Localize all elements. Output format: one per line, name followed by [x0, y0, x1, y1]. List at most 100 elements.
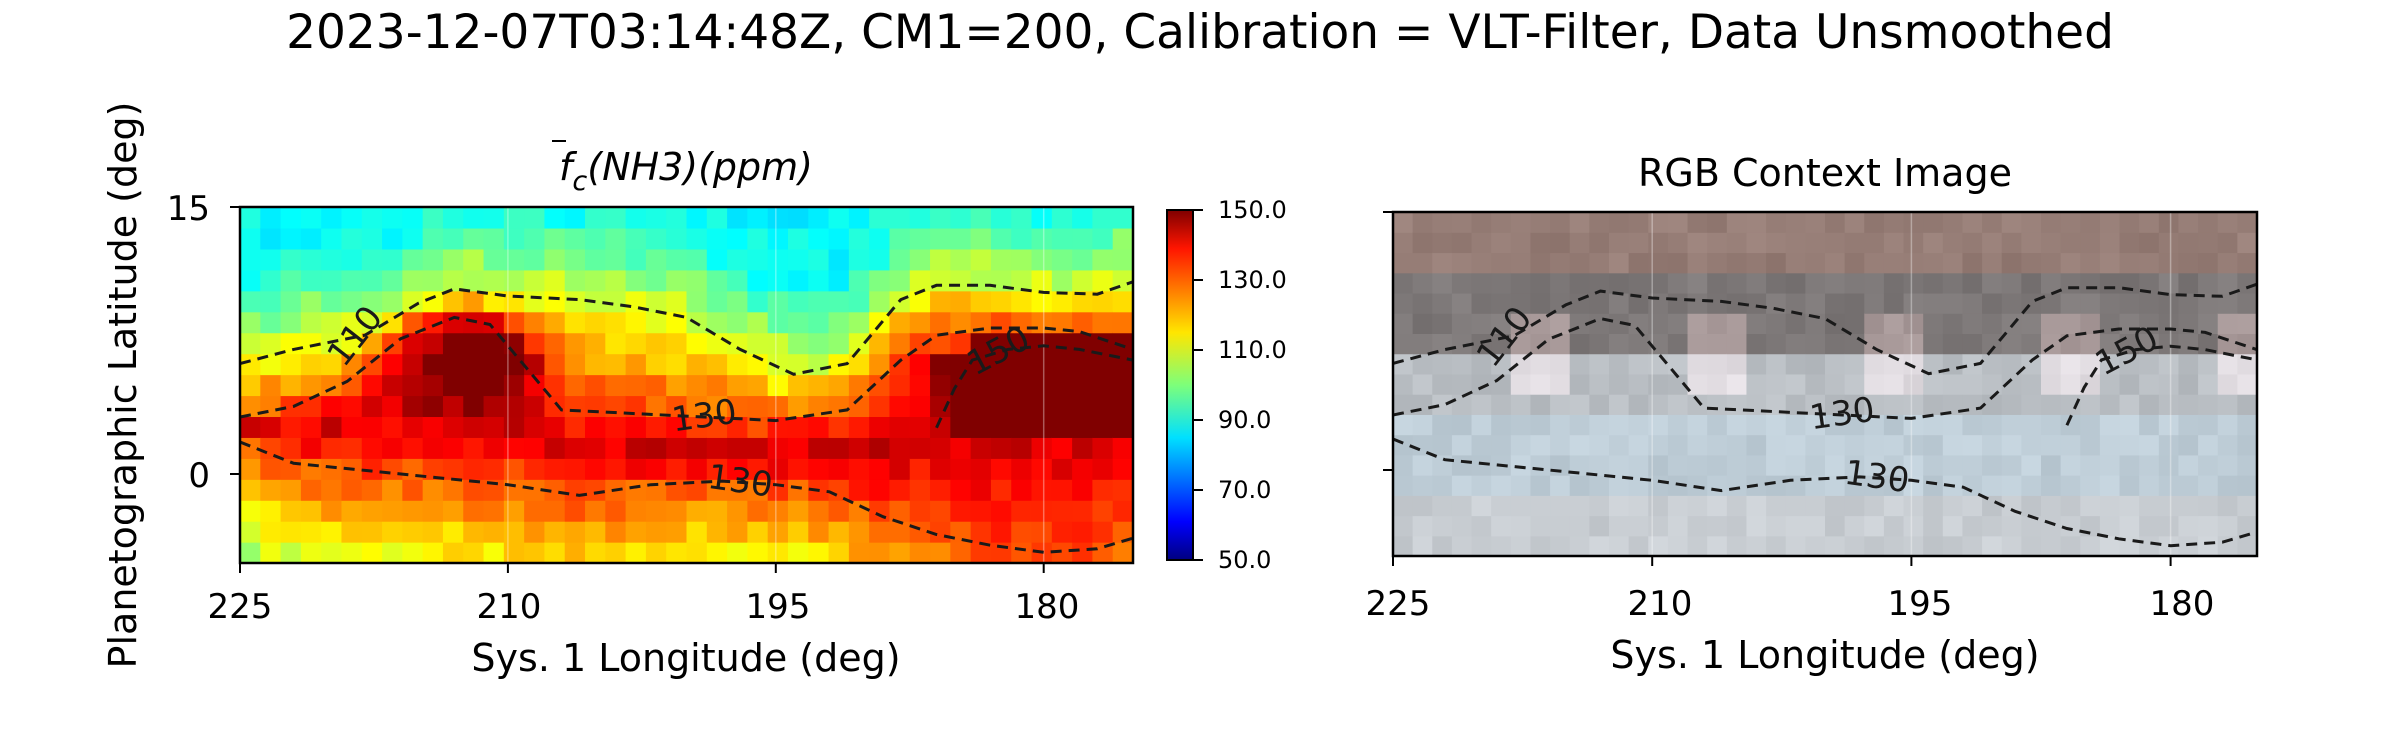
heatmap-cell — [686, 227, 708, 250]
heatmap-cell — [1112, 227, 1133, 250]
rgb-image-cell — [1962, 292, 1983, 314]
rgb-image-cell — [1628, 373, 1649, 395]
rgb-image-cell — [1393, 333, 1414, 355]
heatmap-cell — [605, 416, 627, 438]
rgb-image-cell — [1530, 252, 1551, 274]
rgb-image-cell — [1825, 353, 1846, 375]
rgb-image-cell — [2060, 475, 2081, 496]
heatmap-cell — [808, 416, 830, 438]
heatmap-cell — [930, 332, 951, 355]
rgb-image-cell — [1609, 212, 1630, 233]
heatmap-cell — [848, 332, 870, 355]
rgb-image-cell — [1510, 535, 1532, 556]
rgb-image-cell — [2060, 212, 2081, 233]
heatmap-cell — [503, 479, 525, 501]
heatmap-cell — [1112, 290, 1133, 313]
heatmap-cell — [605, 207, 627, 229]
heatmap-cell — [706, 437, 728, 459]
rgb-image-cell — [1942, 434, 1964, 456]
heatmap-cell — [909, 395, 931, 418]
rgb-image-cell — [1589, 434, 1610, 456]
rgb-image-cell — [2237, 353, 2257, 375]
heatmap-cell — [564, 248, 586, 271]
heatmap-cell — [1112, 521, 1133, 543]
rgb-image-cell — [1491, 232, 1512, 254]
heatmap-cell — [1112, 374, 1133, 397]
heatmap-cell — [1072, 248, 1094, 271]
heatmap-cell — [930, 227, 951, 250]
rgb-image-cell — [2021, 454, 2042, 476]
rgb-image-cell — [1766, 353, 1787, 375]
x-tick-label: 180 — [2150, 584, 2215, 624]
rgb-image-cell — [1825, 515, 1846, 537]
heatmap-cell — [848, 395, 870, 418]
heatmap-cell — [990, 353, 1012, 376]
rgb-image-cell — [1785, 515, 1806, 537]
heatmap-cell — [422, 311, 444, 334]
heatmap-cell — [950, 207, 972, 229]
rgb-image-cell — [1667, 232, 1689, 254]
heatmap-cell — [990, 500, 1012, 522]
rgb-image-cell — [1451, 292, 1473, 314]
rgb-image-cell — [1766, 434, 1787, 456]
rgb-image-cell — [1923, 353, 1944, 375]
heatmap-cell — [706, 521, 728, 543]
rgb-image-cell — [1903, 394, 1924, 415]
rgb-image-cell — [1844, 475, 1865, 496]
rgb-image-cell — [1648, 252, 1669, 274]
rgb-image-cell — [1648, 232, 1669, 254]
heatmap-cell — [970, 374, 992, 397]
rgb-image-cell — [1510, 434, 1532, 456]
rgb-image-cell — [1766, 373, 1787, 395]
heatmap-cell — [422, 332, 444, 355]
heatmap-cell — [1092, 437, 1114, 459]
rgb-image-cell — [2041, 313, 2062, 335]
rgb-image-cell — [1864, 252, 1885, 274]
rgb-image-cell — [2041, 475, 2062, 496]
heatmap-cell — [869, 500, 891, 522]
heatmap-cell — [1072, 374, 1094, 397]
rgb-image-cell — [1982, 434, 2003, 456]
rgb-image-cell — [1982, 414, 2003, 436]
rgb-image-cell — [1864, 434, 1885, 456]
rgb-image-cell — [1609, 434, 1630, 456]
rgb-image-cell — [2099, 414, 2121, 436]
rgb-image-cell — [2237, 292, 2257, 314]
rgb-image-cell — [1883, 394, 1905, 415]
heatmap-cell — [300, 248, 322, 271]
heatmap-cell — [1072, 207, 1094, 229]
rgb-image-cell — [1825, 292, 1846, 314]
heatmap-cell — [503, 374, 525, 397]
rgb-image-cell — [2060, 232, 2081, 254]
rgb-image-cell — [1923, 272, 1944, 294]
x-tick-label: 195 — [1888, 584, 1953, 624]
y-tick-label: 0 — [188, 456, 210, 496]
rgb-image-cell — [1844, 353, 1865, 375]
heatmap-cell — [402, 395, 424, 418]
rgb-image-cell — [1903, 454, 1924, 476]
rgb-image-cell — [2198, 495, 2219, 517]
heatmap-cell — [1051, 479, 1073, 501]
heatmap-cell — [808, 290, 830, 313]
rgb-image-cell — [1412, 212, 1433, 233]
heatmap-cell — [422, 500, 444, 522]
heatmap-cell — [260, 353, 282, 376]
rgb-image-cell — [1432, 454, 1453, 476]
left-panel-title: fc(NH3)(ppm) — [559, 145, 813, 197]
rgb-image-cell — [1805, 434, 1826, 456]
heatmap-cell — [321, 207, 343, 229]
heatmap-cell — [1011, 269, 1033, 292]
rgb-image-cell — [1962, 333, 1983, 355]
heatmap-cell — [706, 542, 728, 563]
rgb-image-cell — [1667, 495, 1689, 517]
heatmap-cell — [747, 248, 769, 271]
rgb-image-cell — [1471, 333, 1492, 355]
rgb-image-cell — [2198, 333, 2219, 355]
rgb-image-cell — [2237, 454, 2257, 476]
rgb-image-cell — [1609, 515, 1630, 537]
rgb-image-cell — [1942, 292, 1964, 314]
rgb-image-cell — [1648, 414, 1669, 436]
rgb-image-cell — [1962, 434, 1983, 456]
heatmap-cell — [503, 311, 525, 334]
heatmap-cell — [1072, 227, 1094, 250]
